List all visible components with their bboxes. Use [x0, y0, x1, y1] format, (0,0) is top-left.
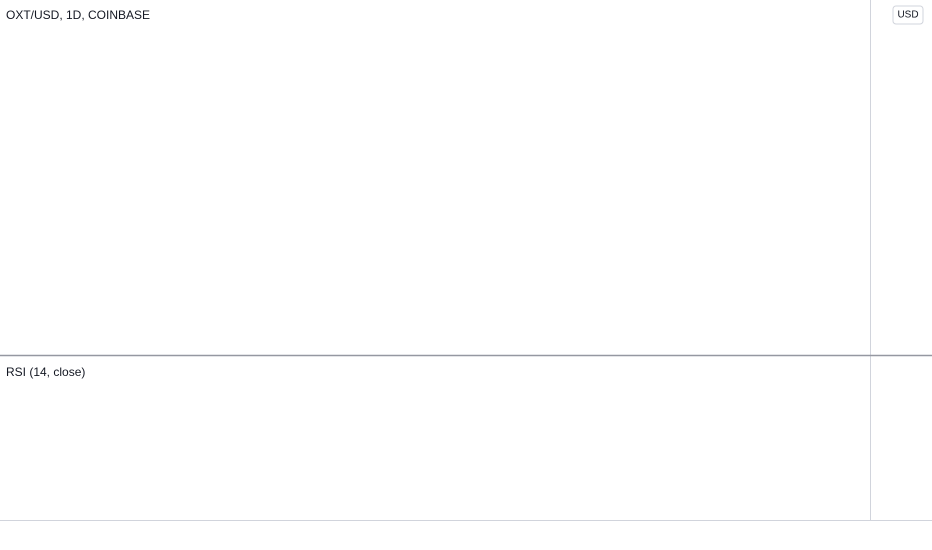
indicator-title: RSI (14, close) [6, 365, 85, 379]
symbol-title: OXT/USD, 1D, COINBASE [6, 8, 150, 22]
currency-label[interactable]: USD [897, 10, 918, 21]
currency-button[interactable] [892, 5, 924, 25]
